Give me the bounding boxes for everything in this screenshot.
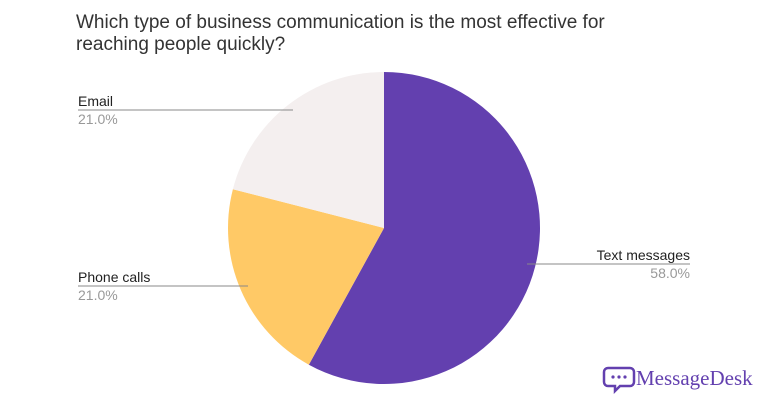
brand-logo: MessageDesk xyxy=(602,366,753,395)
pie-slice xyxy=(228,189,384,365)
pie-slice xyxy=(308,72,540,384)
slice-value-label: 21.0% xyxy=(78,287,118,303)
brand-icon-dot xyxy=(623,375,627,379)
pie-slice xyxy=(232,72,384,228)
brand-icon xyxy=(602,366,636,395)
title-box: Which type of business communication is … xyxy=(76,12,605,55)
chart-title: Which type of business communication is … xyxy=(76,12,605,55)
slice-label: Text messages xyxy=(597,247,690,263)
slice-value-label: 21.0% xyxy=(78,111,118,127)
brand-icon-dot xyxy=(617,375,621,379)
brand-icon-dot xyxy=(611,375,615,379)
slice-value-label: 58.0% xyxy=(650,265,690,281)
brand-name: MessageDesk xyxy=(636,366,753,390)
slice-label: Phone calls xyxy=(78,269,150,285)
slice-label: Email xyxy=(78,93,113,109)
